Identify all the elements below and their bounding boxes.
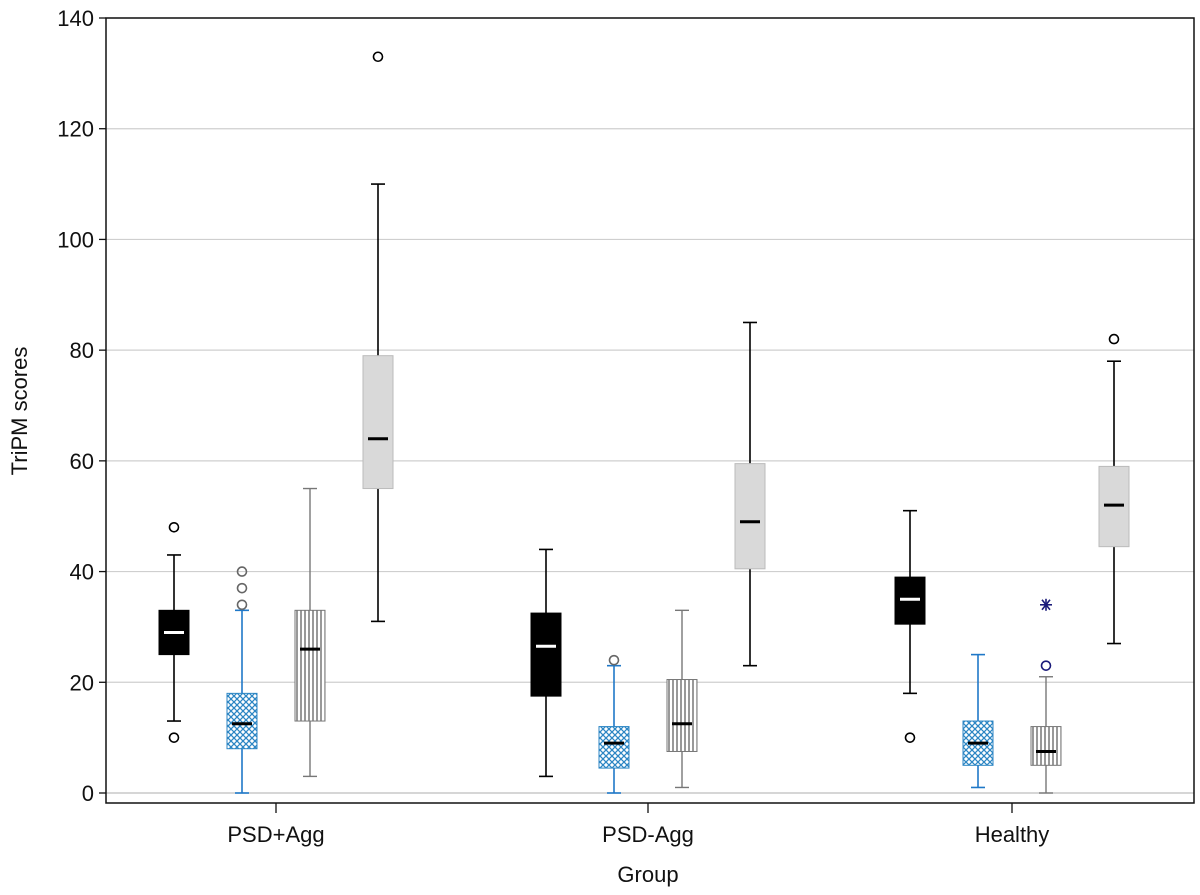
iqr-box [666,679,698,752]
box-group [530,548,562,778]
y-tick-label: 0 [82,781,94,806]
boxes [158,51,1130,794]
x-tick-label: PSD+Agg [227,822,324,847]
outlier-point [168,521,180,533]
y-axis-title: TriPM scores [7,347,32,476]
box-group [226,566,258,794]
box-group [158,521,190,743]
x-tick-label: Healthy [975,822,1050,847]
outlier-point [1108,333,1120,345]
x-axis-title: Group [617,862,678,887]
iqr-box [362,355,394,490]
outlier-point [1040,660,1052,671]
y-tick-label: 80 [70,338,94,363]
y-tick-label: 60 [70,449,94,474]
outlier-point [236,599,248,611]
box-group [894,509,926,743]
box-group [734,321,766,667]
iqr-box [1030,726,1062,766]
y-tick-label: 140 [57,6,94,31]
y-tick-label: 120 [57,117,94,142]
y-tick-label: 20 [70,670,94,695]
outlier-point [608,654,620,666]
iqr-box [226,692,258,750]
axes: 0 20 40 60 80 100 120 140 PSD+Agg PSD-Agg Healthy [57,6,1049,847]
box-group [1098,333,1130,645]
box-group [666,609,698,789]
y-tick-label: 100 [57,227,94,252]
iqr-box [530,612,562,697]
box-group [294,487,326,778]
outlier-point [168,732,180,743]
box-group [598,654,630,794]
outlier-point [904,732,916,743]
iqr-box [734,463,766,570]
box-group [962,653,994,789]
iqr-box [294,609,326,722]
box-group [1030,598,1062,794]
x-tick-label: PSD-Agg [602,822,694,847]
y-tick-label: 40 [70,560,94,585]
extreme-point [1040,598,1052,611]
plot-frame [105,17,1195,804]
outlier-point [372,51,384,63]
box-group [362,51,394,623]
gridlines [106,17,1194,794]
iqr-box [598,726,630,769]
outlier-point [236,566,248,577]
outlier-point [236,582,248,594]
